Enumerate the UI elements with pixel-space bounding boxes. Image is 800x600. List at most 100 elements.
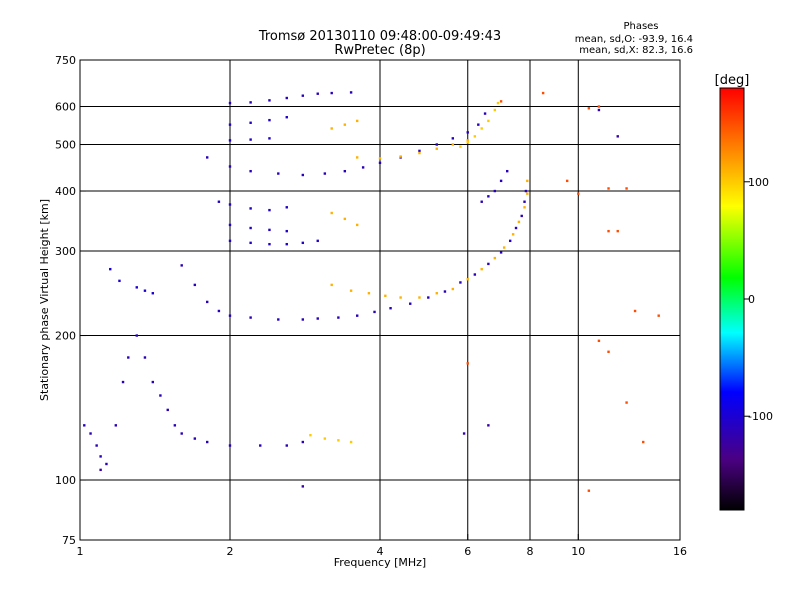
data-point	[499, 251, 503, 254]
data-point	[217, 309, 221, 313]
data-point	[323, 437, 327, 440]
data-point	[373, 310, 376, 314]
data-point	[301, 440, 305, 444]
data-point	[228, 165, 232, 168]
data-point	[523, 206, 526, 209]
grid-lines	[80, 60, 680, 540]
data-point	[355, 223, 359, 227]
data-point	[105, 462, 108, 466]
data-point	[228, 139, 232, 142]
data-point	[565, 179, 569, 183]
x-axis-label: Frequency [MHz]	[334, 556, 426, 569]
data-point	[616, 135, 619, 138]
y-tick-label: 400	[55, 185, 76, 198]
y-tick-label: 75	[62, 534, 76, 547]
data-point	[249, 226, 252, 230]
data-point	[193, 283, 197, 287]
data-point	[480, 267, 483, 271]
data-point	[121, 380, 125, 384]
data-point	[451, 137, 455, 140]
data-point	[459, 281, 462, 284]
data-point	[607, 187, 610, 190]
data-point	[462, 432, 466, 435]
data-point	[343, 169, 347, 173]
data-point	[587, 489, 591, 492]
data-point	[259, 444, 262, 447]
data-point	[228, 444, 232, 447]
data-point	[483, 112, 487, 115]
colorbar-tick-label: -100	[748, 410, 773, 423]
data-point	[118, 279, 121, 283]
data-point	[143, 356, 147, 359]
data-point	[249, 101, 252, 104]
data-point	[451, 287, 455, 291]
data-point	[301, 318, 305, 321]
data-point	[493, 189, 497, 193]
data-point	[427, 296, 430, 299]
data-point	[301, 485, 305, 488]
data-point	[355, 156, 359, 159]
data-point	[435, 147, 438, 150]
data-point	[607, 350, 610, 353]
data-point	[459, 145, 462, 148]
y-axis-label: Stationary phase Virtual Height [km]	[38, 199, 51, 401]
data-point	[285, 206, 288, 209]
data-point	[435, 143, 438, 146]
data-point	[502, 246, 506, 249]
data-point	[514, 226, 518, 230]
data-point	[524, 189, 528, 193]
data-point	[330, 127, 333, 130]
data-point	[487, 119, 490, 123]
data-point	[277, 172, 280, 175]
data-point	[193, 437, 197, 440]
data-point	[301, 173, 305, 177]
data-point	[316, 239, 319, 243]
data-point	[541, 91, 545, 95]
data-point	[268, 99, 271, 102]
x-axis-ticks: 1 2 4 6 8 10 16	[77, 534, 687, 558]
data-point	[301, 94, 305, 97]
data-point	[217, 200, 221, 203]
data-point	[466, 139, 469, 142]
data-point	[466, 278, 469, 281]
data-point	[205, 156, 209, 159]
data-point	[378, 161, 382, 165]
data-point	[228, 203, 232, 206]
data-point	[337, 439, 340, 442]
data-point	[349, 289, 353, 292]
data-point	[389, 307, 392, 310]
data-point	[418, 151, 421, 155]
data-point	[316, 317, 319, 320]
phases-title: Phases	[623, 21, 658, 32]
data-point	[268, 137, 271, 140]
data-point	[95, 444, 98, 447]
y-tick-label: 300	[55, 245, 76, 258]
data-point	[493, 256, 497, 260]
data-point	[99, 455, 102, 458]
data-point	[343, 123, 347, 126]
data-point	[316, 92, 319, 95]
data-point	[657, 314, 660, 317]
data-point	[309, 433, 312, 437]
y-tick-label: 600	[55, 101, 76, 114]
data-point	[487, 424, 490, 427]
data-point	[249, 241, 252, 245]
data-point	[159, 394, 162, 397]
data-point	[249, 316, 252, 319]
y-tick-label: 200	[55, 330, 76, 343]
data-point	[99, 468, 102, 472]
data-point	[285, 229, 288, 233]
data-point	[349, 440, 353, 444]
data-point	[135, 334, 138, 337]
data-point	[499, 100, 503, 103]
data-point	[487, 262, 490, 266]
data-point	[173, 424, 177, 427]
data-point	[268, 208, 271, 212]
chart-title: Tromsø 20130110 09:48:00-09:49:43	[258, 29, 501, 44]
phases-stats-x: mean, sd,X: 82.3, 16.6	[579, 45, 693, 56]
data-point	[228, 223, 232, 227]
data-point	[577, 192, 580, 195]
data-point	[517, 220, 521, 224]
data-point	[587, 107, 591, 110]
